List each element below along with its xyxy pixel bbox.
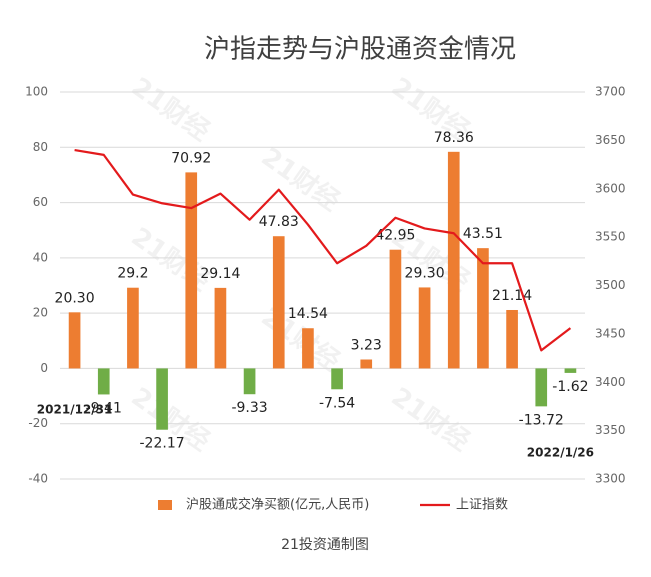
bar	[389, 249, 402, 369]
legend-label: 上证指数	[456, 498, 508, 513]
data-label: -9.33	[231, 400, 267, 416]
data-label: 20.30	[55, 290, 95, 306]
data-label: 78.36	[434, 130, 474, 146]
bar	[243, 368, 256, 395]
watermark: 21财经	[126, 71, 216, 147]
data-label: 21.14	[492, 288, 532, 304]
y-tick-label: -20	[28, 416, 48, 430]
bar	[360, 359, 373, 369]
data-label: -7.54	[319, 395, 355, 411]
y-tick-label: 20	[33, 306, 48, 320]
data-label: -1.62	[552, 379, 588, 395]
bar	[156, 368, 168, 430]
y2-tick-label: 3450	[595, 326, 626, 340]
bar	[68, 312, 81, 369]
caption: 21投资通制图	[281, 537, 369, 553]
bar	[214, 287, 227, 369]
bar	[535, 368, 548, 407]
bar	[418, 287, 431, 369]
bar	[447, 151, 460, 369]
watermark: 21财经	[126, 221, 216, 297]
y-tick-label: -40	[28, 472, 48, 486]
y2-tick-label: 3600	[595, 181, 626, 195]
bar	[185, 172, 198, 369]
watermark: 21财经	[256, 141, 346, 217]
legend-swatch	[158, 500, 172, 510]
y-tick-label: 40	[33, 250, 48, 264]
x-tick-label: 2021/12/31	[37, 403, 113, 417]
y-tick-label: 100	[25, 85, 48, 99]
y2-tick-label: 3350	[595, 423, 626, 437]
y2-tick-label: 3550	[595, 230, 626, 244]
bar	[331, 368, 343, 390]
bar	[506, 309, 518, 369]
data-label: 29.14	[200, 266, 240, 282]
data-label: -13.72	[519, 412, 564, 428]
y2-tick-label: 3400	[595, 375, 626, 389]
data-label: -9.41	[86, 400, 122, 416]
bar	[477, 248, 489, 369]
y2-tick-label: 3300	[595, 472, 626, 486]
watermark: 21财经	[386, 381, 476, 457]
bar	[97, 368, 110, 395]
bar	[272, 236, 285, 369]
data-label: 29.30	[405, 265, 445, 281]
data-label: 42.95	[375, 228, 415, 244]
y2-tick-label: 3700	[595, 85, 626, 99]
y-tick-label: 60	[33, 195, 48, 209]
bar	[127, 287, 139, 369]
data-label: 3.23	[351, 337, 382, 353]
data-label: -22.17	[140, 436, 185, 452]
data-label: 70.92	[171, 150, 211, 166]
y2-tick-label: 3500	[595, 278, 626, 292]
chart-title: 沪指走势与沪股通资金情况	[204, 35, 516, 65]
data-label: 29.2	[117, 266, 148, 282]
line	[74, 148, 572, 352]
x-tick-label: 2022/1/26	[527, 446, 594, 460]
y-tick-label: 0	[40, 361, 48, 375]
legend-label: 沪股通成交净买额(亿元,人民币)	[186, 497, 369, 513]
bar	[564, 368, 577, 373]
data-label: 43.51	[463, 226, 503, 242]
y2-tick-label: 3650	[595, 133, 626, 147]
data-label: 14.54	[288, 306, 328, 322]
y-tick-label: 80	[33, 140, 48, 154]
data-label: 47.83	[259, 214, 299, 230]
bar	[302, 328, 314, 369]
